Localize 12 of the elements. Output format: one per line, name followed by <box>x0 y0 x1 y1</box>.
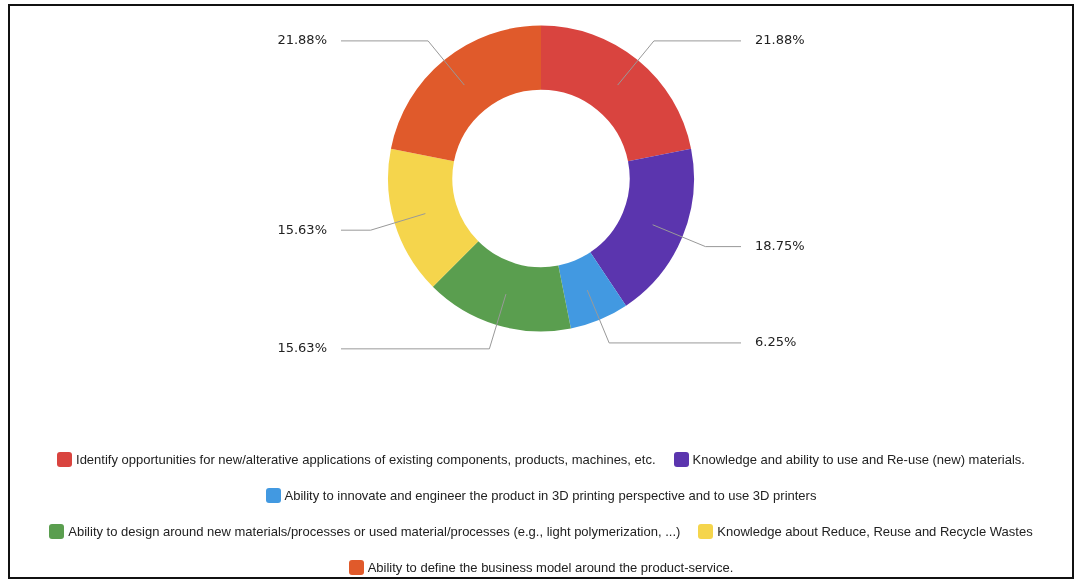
legend-label: Ability to design around new materials/processes or used material/processes (e.g., light polymerization, ...) <box>68 523 681 539</box>
data-label: 21.88% <box>277 32 327 48</box>
data-label: 6.25% <box>755 334 797 350</box>
legend-label: Identify opportunities for new/alterative applications of existing components, products, machines, etc. <box>76 451 656 467</box>
legend-label: Knowledge and ability to use and Re-use (new) materials. <box>692 451 1025 467</box>
legend-label: Ability to innovate and engineer the product in 3D printing perspective and to use 3D printers <box>284 487 817 503</box>
data-label: 15.63% <box>277 221 327 237</box>
legend-label: Ability to define the business model around the product-service. <box>367 559 734 575</box>
legend-label: Knowledge about Reduce, Reuse and Recycle Wastes <box>717 523 1033 539</box>
data-label: 18.75% <box>755 237 805 253</box>
data-label: 15.63% <box>277 340 327 356</box>
data-label: 21.88% <box>755 32 805 48</box>
